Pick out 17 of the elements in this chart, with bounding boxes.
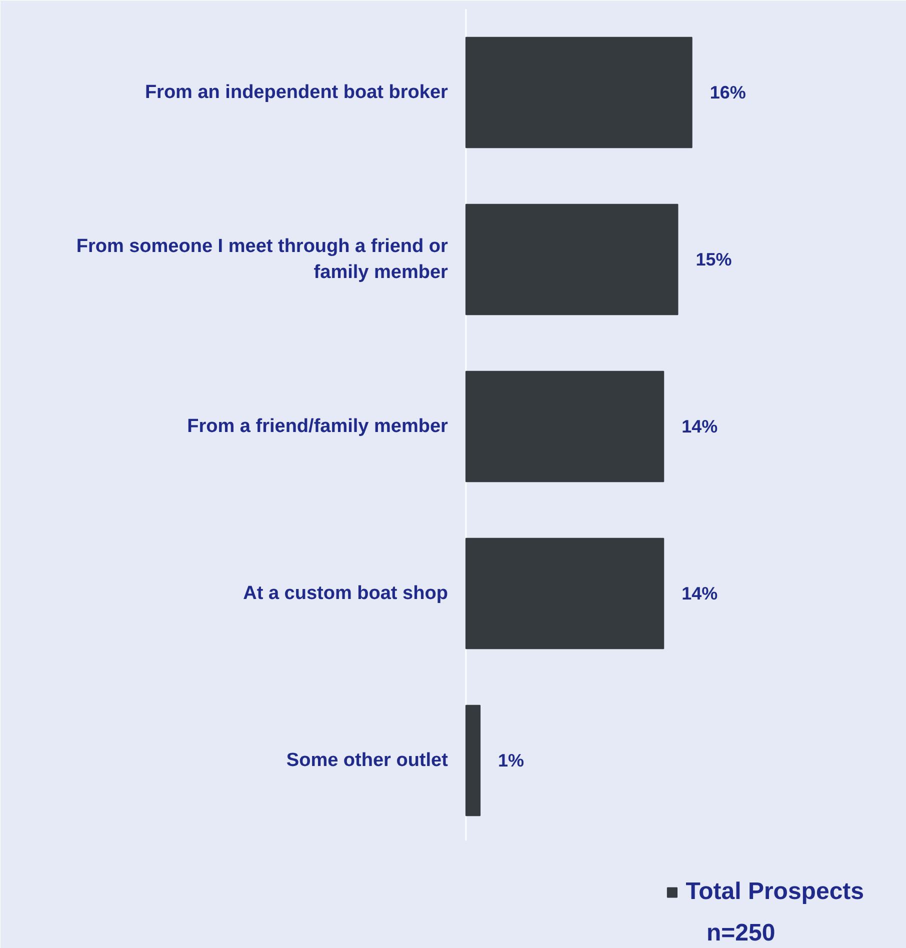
legend-label: Total Prospects — [686, 878, 864, 906]
bar — [465, 204, 678, 316]
data-label: 14% — [682, 416, 718, 436]
y-tick-label: At a custom boat shop — [243, 582, 448, 604]
bar — [465, 704, 481, 816]
y-tick-label: From a friend/family member — [187, 416, 449, 437]
data-label: 15% — [696, 250, 732, 270]
bar — [465, 370, 664, 482]
y-tick-label: From an independent boat broker — [144, 82, 449, 104]
data-label: 14% — [682, 583, 718, 604]
data-label: 1% — [498, 750, 524, 770]
text: n=250 — [706, 920, 776, 946]
y-tick-label: Some other outlet — [286, 750, 449, 771]
bar — [465, 36, 692, 148]
data-label: 16% — [710, 82, 746, 103]
bar — [465, 538, 664, 650]
y-tick-label: From someone I meet through a friend or family member — [76, 236, 449, 284]
